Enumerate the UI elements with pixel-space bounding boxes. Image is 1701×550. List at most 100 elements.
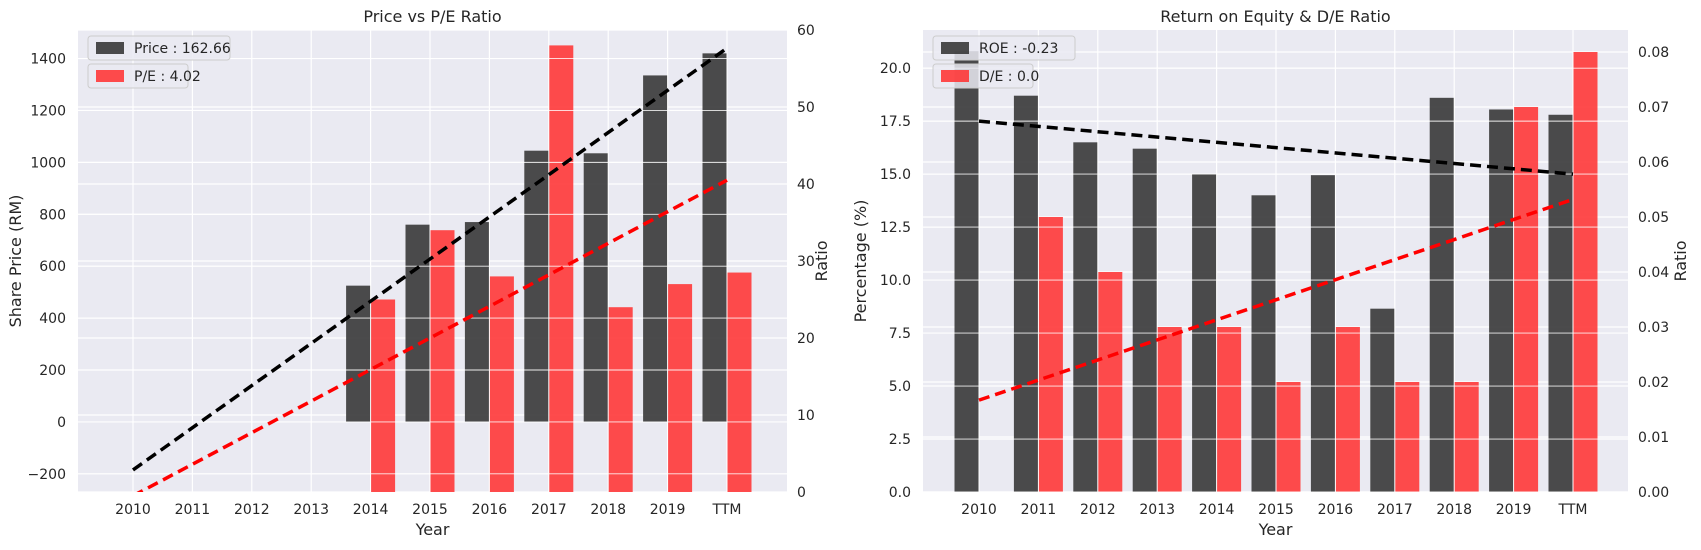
y2-tick-label: 0.04 <box>1638 265 1669 281</box>
x-tick-label: 2016 <box>472 502 508 518</box>
legend-secondary: P/E : 4.02 <box>87 63 201 89</box>
right-bar-2018 <box>608 307 633 492</box>
x-tick-label: 2011 <box>1021 502 1057 518</box>
left-bar-2018 <box>1429 97 1454 492</box>
y-tick-label: 1000 <box>30 155 66 171</box>
right-bar-2014 <box>1217 327 1242 492</box>
legend-label: ROE : -0.23 <box>979 41 1058 57</box>
y-axis-label: Percentage (%) <box>851 200 870 323</box>
y2-tick-label: 50 <box>797 100 815 116</box>
x-tick-label: 2011 <box>175 502 211 518</box>
y2-tick-label: 20 <box>797 331 815 347</box>
x-tick-label: 2017 <box>531 502 567 518</box>
left-bar-2011 <box>1013 95 1038 492</box>
right-bar-ttm <box>1573 52 1598 492</box>
legend-label: Price : 162.66 <box>134 41 231 57</box>
legend-label: P/E : 4.02 <box>134 69 201 85</box>
y2-tick-label: 0.01 <box>1638 430 1669 446</box>
x-tick-label: 2014 <box>353 502 389 518</box>
y-tick-label: 400 <box>39 311 66 327</box>
y2-tick-label: 0.02 <box>1638 375 1669 391</box>
y-tick-label: 20.0 <box>880 61 911 77</box>
right-bar-2014 <box>371 299 396 492</box>
y2-tick-label: 0.03 <box>1638 320 1669 336</box>
legend-swatch <box>941 70 969 82</box>
right-bar-2015 <box>1276 382 1301 492</box>
x-tick-label: 2014 <box>1199 502 1235 518</box>
left-bar-2014 <box>346 285 371 422</box>
left-bar-2016 <box>464 222 489 422</box>
x-tick-label: TTM <box>712 502 742 518</box>
bottom-mask <box>923 492 1628 550</box>
x-tick-label: 2016 <box>1318 502 1354 518</box>
y-tick-label: 0.0 <box>889 485 911 501</box>
y2-axis-label: Ratio <box>1671 240 1690 281</box>
y-tick-label: 200 <box>39 363 66 379</box>
right-bar-2018 <box>1454 382 1479 492</box>
right-bar-ttm <box>727 272 752 492</box>
y-tick-label: 0 <box>57 415 66 431</box>
left-bar-2018 <box>583 153 608 422</box>
y2-axis-label: Ratio <box>812 240 831 281</box>
chart-panel-2: 0.0 2.5 5.0 7.5 10.0 12.5 15.0 17.5 20.0 0.00 0.01… <box>851 7 1690 550</box>
left-bar-2015 <box>1251 195 1276 493</box>
y-tick-label: −200 <box>28 467 66 483</box>
right-bar-2013 <box>1157 327 1182 492</box>
y-axis-label: Share Price (RM) <box>6 195 25 328</box>
y-tick-label: 12.5 <box>880 220 911 236</box>
x-axis-label: Year <box>415 520 450 539</box>
y2-tick-label: 0.06 <box>1638 155 1669 171</box>
y-tick-label: 800 <box>39 207 66 223</box>
left-bar-2010 <box>954 51 979 493</box>
right-bar-2019 <box>668 284 693 492</box>
right-bar-2016 <box>1335 327 1360 492</box>
x-tick-label: 2015 <box>412 502 448 518</box>
x-tick-label: 2012 <box>234 502 270 518</box>
y-tick-label: 7.5 <box>889 326 911 342</box>
left-bar-2019 <box>1489 109 1514 493</box>
y2-tick-label: 0.08 <box>1638 45 1669 61</box>
left-bar-2013 <box>1132 148 1157 492</box>
x-tick-label: 2018 <box>590 502 626 518</box>
x-tick-label: 2013 <box>293 502 329 518</box>
legend-primary: Price : 162.66 <box>87 35 231 61</box>
black-trendline <box>131 46 729 472</box>
y2-tick-label: 40 <box>797 177 815 193</box>
y2-tick-label: 0.00 <box>1638 485 1669 501</box>
left-bar-ttm <box>702 53 727 422</box>
left-bar-2016 <box>1310 175 1335 492</box>
y-tick-label: 1200 <box>30 103 66 119</box>
y2-tick-label: 0.05 <box>1638 210 1669 226</box>
x-tick-label: 2013 <box>1139 502 1175 518</box>
left-bar-2017 <box>1370 308 1395 492</box>
x-tick-label: 2019 <box>650 502 686 518</box>
legend-swatch <box>96 42 124 54</box>
left-bar-2015 <box>405 224 430 422</box>
y-tick-label: 17.5 <box>880 114 911 130</box>
legend-swatch <box>96 70 124 82</box>
left-bar-ttm <box>1548 114 1573 493</box>
left-bar-2012 <box>1073 142 1098 492</box>
left-bar-2019 <box>643 75 668 422</box>
chart-title: Price vs P/E Ratio <box>363 7 501 26</box>
x-tick-label: 2010 <box>961 502 997 518</box>
x-tick-label: TTM <box>1558 502 1588 518</box>
legend-primary: ROE : -0.23 <box>932 35 1076 61</box>
bottom-mask <box>78 492 787 550</box>
x-tick-label: 2012 <box>1080 502 1116 518</box>
y-tick-label: 2.5 <box>889 432 911 448</box>
x-tick-label: 2010 <box>115 502 151 518</box>
y2-tick-label: 10 <box>797 408 815 424</box>
x-tick-label: 2017 <box>1377 502 1413 518</box>
x-axis-label: Year <box>1258 520 1293 539</box>
x-tick-label: 2015 <box>1258 502 1294 518</box>
black-trendline <box>978 119 1574 176</box>
chart-panel-1: −200 0 200 400 600 800 1000 1200 1400 0 10 20 30 40 50… <box>6 7 831 550</box>
right-bar-2016 <box>489 276 514 492</box>
right-bar-2015 <box>430 230 455 492</box>
y-tick-label: 10.0 <box>880 273 911 289</box>
red-trendline <box>978 197 1574 402</box>
y-tick-label: 1400 <box>30 52 66 68</box>
y-tick-label: 600 <box>39 259 66 275</box>
y2-tick-label: 60 <box>797 23 815 39</box>
